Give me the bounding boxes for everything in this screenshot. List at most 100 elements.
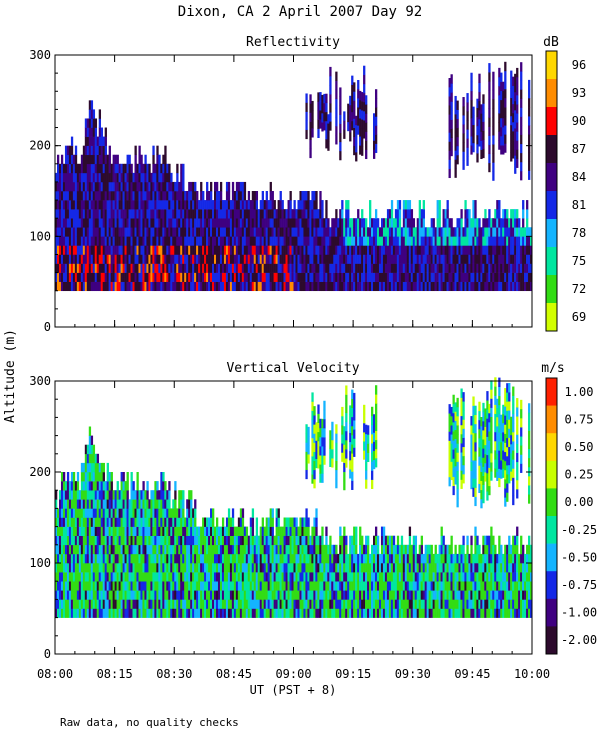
heatmap-cell <box>337 263 340 273</box>
heatmap-cell <box>204 581 207 591</box>
heatmap-cell <box>253 563 257 573</box>
heatmap-cell <box>162 191 165 201</box>
heatmap-cell <box>84 535 88 546</box>
heatmap-cell <box>269 236 272 246</box>
heatmap-cell <box>353 82 356 92</box>
heatmap-cell <box>166 254 169 264</box>
heatmap-cell <box>323 544 326 555</box>
heatmap-cell <box>520 98 523 108</box>
heatmap-cell <box>343 111 346 121</box>
heatmap-cell <box>323 590 326 600</box>
heatmap-cell <box>140 172 143 183</box>
heatmap-cell <box>219 535 223 546</box>
heatmap-cell <box>388 263 392 273</box>
heatmap-cell <box>504 227 507 237</box>
heatmap-cell <box>60 263 64 273</box>
heatmap-cell <box>516 76 519 87</box>
heatmap-cell <box>458 245 461 255</box>
heatmap-cell <box>303 218 306 228</box>
heatmap-cell <box>512 149 515 159</box>
heatmap-cell <box>277 245 280 255</box>
heatmap-cell <box>178 191 181 201</box>
heatmap-cell <box>130 181 133 192</box>
heatmap-cell <box>339 272 342 282</box>
heatmap-cell <box>496 245 499 255</box>
heatmap-cell <box>321 272 324 282</box>
heatmap-cell <box>212 200 215 210</box>
heatmap-cell <box>313 245 316 255</box>
heatmap-cell <box>396 281 400 292</box>
heatmap-cell <box>60 245 64 255</box>
heatmap-cell <box>88 236 92 246</box>
heatmap-cell <box>128 227 131 237</box>
heatmap-cell <box>156 281 159 292</box>
heatmap-cell <box>178 608 181 618</box>
heatmap-cell <box>100 526 103 536</box>
heatmap-cell <box>68 181 72 192</box>
heatmap-cell <box>108 154 111 165</box>
heatmap-cell <box>462 236 465 246</box>
heatmap-cell <box>492 272 495 282</box>
heatmap-cell <box>86 508 90 518</box>
heatmap-cell <box>194 526 197 536</box>
heatmap-cell <box>263 553 266 564</box>
heatmap-cell <box>190 563 193 573</box>
heatmap-cell <box>55 200 58 210</box>
heatmap-cell <box>134 218 137 228</box>
heatmap-cell <box>265 200 268 210</box>
heatmap-cell <box>88 472 92 482</box>
heatmap-cell <box>188 581 191 591</box>
heatmap-cell <box>136 236 139 246</box>
heatmap-cell <box>88 218 92 228</box>
heatmap-cell <box>182 263 185 273</box>
heatmap-cell <box>184 227 187 237</box>
heatmap-cell <box>114 544 117 555</box>
heatmap-cell <box>68 526 72 536</box>
heatmap-cell <box>478 218 481 228</box>
heatmap-cell <box>164 281 167 292</box>
heatmap-cell <box>78 200 82 210</box>
heatmap-cell <box>190 218 193 228</box>
heatmap-cell <box>299 535 302 546</box>
heatmap-cell <box>202 200 205 210</box>
heatmap-cell <box>158 590 161 600</box>
heatmap-cell <box>329 103 332 113</box>
heatmap-cell <box>66 599 70 609</box>
heatmap-cell <box>355 152 358 162</box>
heatmap-cell <box>452 281 455 292</box>
heatmap-cell <box>265 191 268 201</box>
heatmap-cell <box>305 102 308 112</box>
heatmap-cell <box>496 281 499 292</box>
heatmap-cell <box>55 209 58 219</box>
heatmap-cell <box>200 553 203 564</box>
heatmap-cell <box>267 263 270 273</box>
heatmap-cell <box>291 263 294 273</box>
heatmap-cell <box>58 535 62 546</box>
heatmap-cell <box>470 72 473 83</box>
heatmap-cell <box>144 544 147 555</box>
heatmap-cell <box>378 263 382 273</box>
heatmap-cell <box>188 281 191 292</box>
heatmap-cell <box>295 553 298 564</box>
heatmap-cell <box>225 227 229 237</box>
heatmap-cell <box>448 105 451 115</box>
heatmap-cell <box>136 544 139 555</box>
heatmap-cell <box>100 481 103 491</box>
heatmap-cell <box>144 581 147 591</box>
heatmap-cell <box>249 563 253 573</box>
heatmap-cell <box>295 599 298 609</box>
heatmap-cell <box>68 245 72 255</box>
heatmap-cell <box>150 572 153 582</box>
heatmap-cell <box>315 517 318 527</box>
heatmap-cell <box>331 599 334 609</box>
heatmap-cell <box>158 209 161 219</box>
heatmap-cell <box>96 581 100 591</box>
heatmap-cell <box>520 245 523 255</box>
heatmap-cell <box>285 581 288 591</box>
heatmap-cell <box>482 103 485 113</box>
heatmap-cell <box>82 200 86 210</box>
heatmap-cell <box>110 209 113 219</box>
heatmap-cell <box>214 526 217 536</box>
heatmap-cell <box>215 200 219 210</box>
heatmap-cell <box>452 227 455 237</box>
